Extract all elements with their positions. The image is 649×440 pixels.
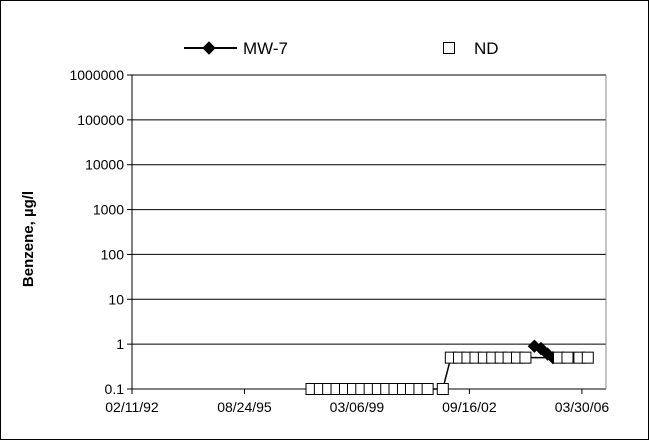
legend-marker-1 [443,42,455,54]
y-tick-label: 100 [101,246,125,262]
data-point-1 [436,383,449,395]
y-tick-label: 10000 [85,157,124,173]
x-tick-label: 03/06/99 [330,399,385,415]
y-axis-label: Benzene, µg/l [20,191,37,287]
data-point-1 [519,351,532,364]
axis-layer: 1000000 100000 10000 1000 100 10 1 0.1 02/11/92 0… [69,67,609,415]
grid-layer [132,74,606,345]
data-point-1 [561,351,574,364]
y-tick-label: 1000000 [69,67,124,83]
data-point-1 [581,351,594,364]
legend-label-0: MW-7 [243,39,288,58]
y-tick-label: 10 [108,291,124,307]
legend-marker-0 [202,41,216,55]
x-tick-label: 03/30/06 [555,399,610,415]
y-tick-label: 100000 [77,112,124,128]
legend: MW-7 ND [184,39,499,58]
legend-label-1: ND [474,39,499,58]
y-tick-label: 1 [116,336,124,352]
y-tick-label: 1000 [93,202,124,218]
data-point-1 [421,383,434,395]
x-tick-label: 09/16/02 [442,399,497,415]
x-tick-label: 02/11/92 [105,399,159,415]
series-layer [305,339,594,395]
y-tick-label: 0.1 [105,381,125,397]
x-tick-label: 08/24/95 [217,399,272,415]
